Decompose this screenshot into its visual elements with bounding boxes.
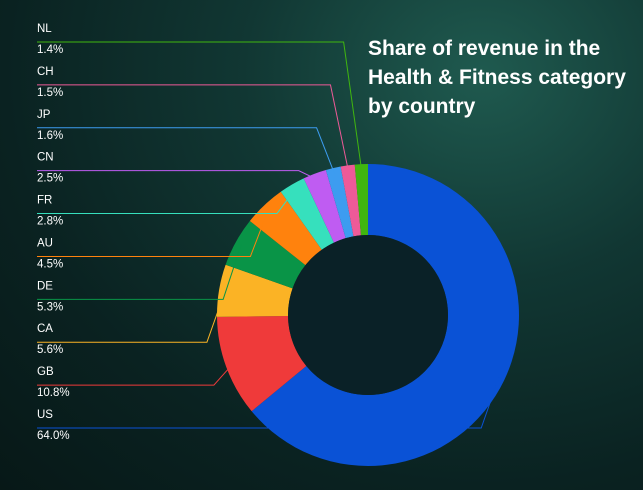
label-country-ch: CH xyxy=(37,66,54,78)
slice-de xyxy=(225,220,306,289)
slice-us xyxy=(251,164,519,467)
chart-title: Share of revenue in the Health & Fitness… xyxy=(368,37,626,118)
slice-fr xyxy=(280,178,334,250)
label-country-gb: GB xyxy=(37,366,54,378)
slice-cn xyxy=(303,169,346,243)
label-country-nl: NL xyxy=(37,23,52,35)
label-value-ch: 1.5% xyxy=(37,87,63,99)
slices xyxy=(217,164,519,467)
leader-line-jp xyxy=(37,127,336,175)
label-value-nl: 1.4% xyxy=(37,44,63,56)
label-value-ca: 5.6% xyxy=(37,344,63,356)
label-country-cn: CN xyxy=(37,152,54,164)
leader-line-nl xyxy=(37,41,363,171)
leader-lines xyxy=(37,41,500,429)
leader-line-us xyxy=(37,376,500,429)
label-value-gb: 10.8% xyxy=(37,387,70,399)
donut-hole xyxy=(288,235,448,395)
label-country-jp: JP xyxy=(37,109,51,121)
slice-labels: US 64.0% GB 10.8% CA 5.6% DE 5.3% AU 4.5% FR 2.8% CN… xyxy=(37,23,70,442)
slice-jp xyxy=(325,166,354,239)
leader-line-ch xyxy=(37,84,349,172)
slice-gb xyxy=(217,316,307,412)
label-country-ca: CA xyxy=(37,323,53,335)
label-country-us: US xyxy=(37,409,53,421)
leader-line-fr xyxy=(37,189,296,215)
slice-ch xyxy=(340,164,361,237)
label-value-jp: 1.6% xyxy=(37,130,63,142)
label-value-cn: 2.5% xyxy=(37,173,63,185)
leader-line-cn xyxy=(37,170,317,180)
leader-line-ca xyxy=(37,291,226,343)
label-value-fr: 2.8% xyxy=(37,216,63,228)
label-value-au: 4.5% xyxy=(37,258,63,270)
label-country-au: AU xyxy=(37,237,53,249)
leader-line-de xyxy=(37,244,242,300)
leader-line-gb xyxy=(37,364,233,386)
label-value-us: 64.0% xyxy=(37,430,70,442)
label-country-fr: FR xyxy=(37,195,52,207)
leader-line-au xyxy=(37,209,269,257)
slice-ca xyxy=(217,264,293,317)
label-country-de: DE xyxy=(37,280,53,292)
label-value-de: 5.3% xyxy=(37,301,63,313)
slice-nl xyxy=(354,164,368,236)
